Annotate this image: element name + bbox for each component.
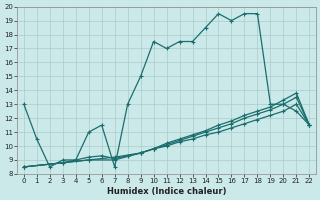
X-axis label: Humidex (Indice chaleur): Humidex (Indice chaleur) <box>107 187 226 196</box>
